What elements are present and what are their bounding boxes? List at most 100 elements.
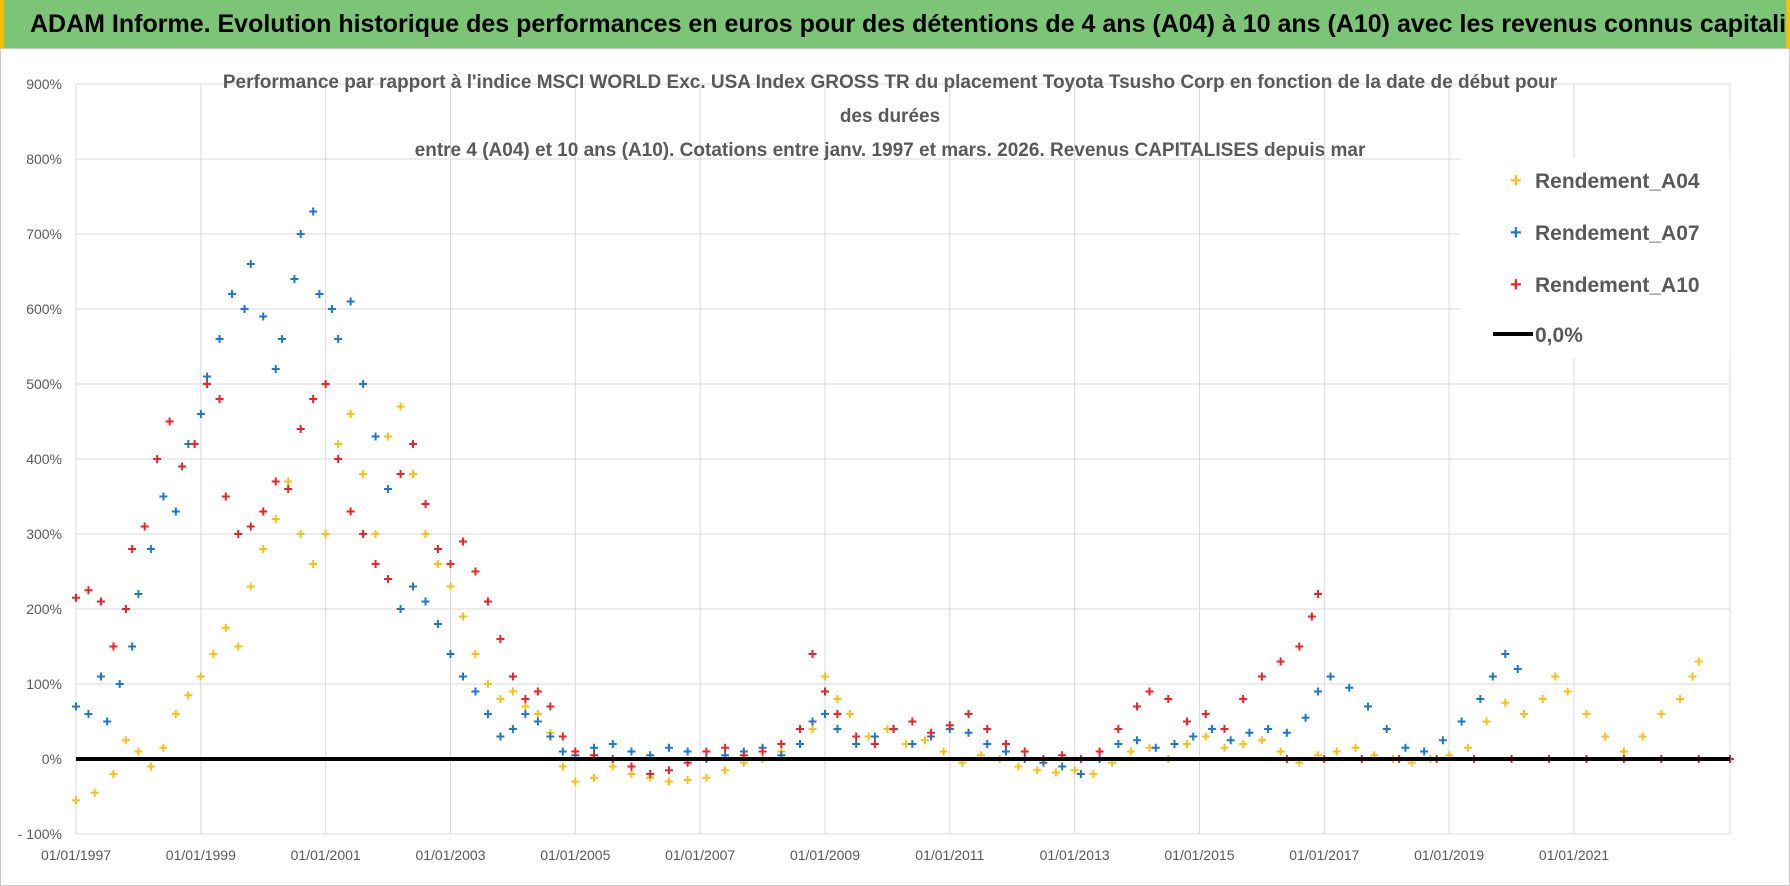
data-point [1051,768,1060,777]
data-point [134,747,143,756]
data-point [852,740,861,748]
data-point [702,773,711,782]
x-tick-label: 01/01/2009 [790,847,860,863]
data-point [683,747,692,756]
data-point [521,710,530,718]
data-point [1476,695,1485,703]
data-point [1239,695,1248,703]
x-tick-label: 01/01/2005 [540,847,610,863]
legend-marker-a07: + [1510,222,1522,244]
data-point [321,530,330,538]
data-point [496,732,505,741]
data-point [1457,717,1466,726]
data-point [571,747,580,756]
data-point [446,650,455,658]
data-point [483,680,492,688]
data-point [533,687,542,696]
data-point [309,560,318,568]
data-point [808,650,817,658]
data-point [103,717,112,726]
data-point [820,710,829,718]
data-point [471,650,480,658]
data-point [558,732,567,741]
data-point [1189,732,1198,741]
data-point [309,395,318,403]
data-point [290,275,299,283]
data-point [178,462,187,471]
banner-title: ADAM Informe. Evolution historique des p… [30,10,1790,38]
data-point [128,642,137,651]
data-point [1482,717,1491,726]
data-point [820,687,829,696]
data-point [833,725,842,733]
data-point [1351,743,1360,752]
data-point [1020,747,1029,756]
data-point [334,440,343,448]
data-point [558,762,567,771]
data-point [852,732,861,741]
data-point [215,335,224,343]
data-point [234,530,243,538]
y-tick-label: 100% [26,676,62,692]
data-point [321,380,330,388]
x-tick-label: 01/01/2007 [665,847,735,863]
legend-label-a04: Rendement_A04 [1535,170,1700,193]
legend-marker-a10: + [1510,274,1522,296]
data-point [1089,770,1098,778]
data-point [533,710,542,718]
banner-accent-right [1786,0,1790,48]
data-point [808,717,817,726]
data-point [146,762,155,771]
data-point [396,470,405,478]
data-point [159,492,168,501]
data-point [72,796,80,805]
data-point [833,710,842,718]
data-point [171,507,180,516]
data-point [1619,747,1628,756]
data-point [983,740,992,748]
data-point [1314,687,1323,696]
data-point [371,560,380,568]
data-point [983,725,992,733]
y-tick-label: 0% [42,751,62,767]
banner-accent-left [0,0,4,48]
data-point [434,545,443,553]
data-point [1563,687,1572,696]
data-point [845,710,854,718]
data-point [84,710,93,718]
data-point [327,305,336,313]
y-axis-labels: 900% 800% 700% 600% 500% 400% 300% 200% 100% 0% - … [18,76,62,842]
data-point [121,605,130,613]
data-point [1182,717,1191,726]
data-point [421,597,430,606]
data-point [190,440,199,448]
data-point [271,515,280,523]
x-tick-label: 01/01/2003 [415,847,485,863]
legend-box [1460,158,1730,358]
data-point [334,455,343,463]
data-point [259,545,268,553]
data-point [908,740,917,748]
y-tick-label: - 100% [18,826,62,842]
data-point [346,410,355,418]
data-point [196,672,205,681]
data-point [590,743,599,752]
y-tick-label: 300% [26,526,62,542]
data-point [221,492,230,501]
data-point [134,590,143,598]
data-point [471,687,480,696]
data-point [434,560,443,568]
data-point [109,770,118,778]
data-point [1014,762,1023,771]
x-tick-label: 01/01/2017 [1289,847,1359,863]
data-point [146,545,155,553]
data-point [396,402,405,411]
data-point [434,620,443,628]
data-point [1001,740,1010,748]
y-tick-label: 400% [26,451,62,467]
data-point [1363,702,1372,711]
data-point [1033,766,1042,775]
data-point [1657,710,1666,718]
data-point [521,702,530,711]
